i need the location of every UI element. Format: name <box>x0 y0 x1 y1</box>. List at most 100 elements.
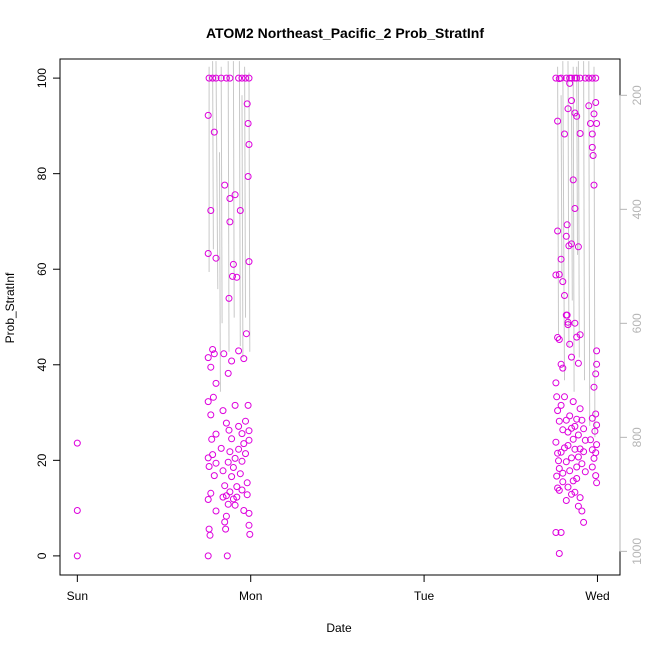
y-right-tick-label: 600 <box>630 313 644 333</box>
data-point <box>209 346 217 353</box>
data-point <box>238 430 246 438</box>
data-point <box>571 109 579 117</box>
data-point <box>568 490 575 498</box>
y-right-tick-label: 1000 <box>630 538 644 565</box>
profile-line <box>244 66 246 318</box>
data-point <box>578 507 586 515</box>
data-point <box>225 294 233 302</box>
data-point <box>245 427 253 435</box>
data-point <box>571 445 579 453</box>
y-axis-left: 0 20 40 60 80 100 <box>35 68 61 559</box>
y-tick-label: 0 <box>35 552 49 559</box>
data-point <box>555 486 563 494</box>
data-point <box>566 74 574 82</box>
data-point <box>222 74 230 82</box>
data-point <box>226 488 234 496</box>
data-point <box>563 311 571 319</box>
data-point <box>552 379 560 387</box>
data-point <box>564 483 572 491</box>
data-point <box>557 255 565 263</box>
data-point <box>207 207 215 214</box>
data-point <box>593 120 601 127</box>
y-axis-right: 200 400 600 800 1000 <box>619 85 644 565</box>
profile-line <box>593 66 596 438</box>
data-point <box>568 97 575 105</box>
profile-line <box>215 61 219 290</box>
data-point <box>562 74 570 82</box>
data-point <box>574 243 582 251</box>
y-tick-label: 80 <box>35 167 49 181</box>
data-point <box>588 414 596 422</box>
data-point <box>235 347 243 355</box>
data-point <box>588 463 596 471</box>
data-point <box>233 483 241 491</box>
data-point <box>574 502 582 510</box>
chart-title: ATOM2 Northeast_Pacific_2 Prob_StratInf <box>206 25 484 41</box>
profile-line <box>232 61 235 318</box>
data-point <box>552 74 560 82</box>
data-point <box>209 451 217 459</box>
data-point <box>564 105 572 113</box>
data-point <box>245 521 253 529</box>
data-point <box>244 401 252 409</box>
x-tick-label: Wed <box>585 589 609 603</box>
profile-line <box>220 66 223 324</box>
data-point <box>559 478 567 486</box>
profile-line <box>557 66 559 335</box>
y-right-tick-label: 200 <box>630 85 644 105</box>
data-point <box>224 369 232 377</box>
data-point <box>229 464 237 471</box>
data-point <box>555 336 563 343</box>
data-point <box>561 292 568 299</box>
data-point <box>585 102 593 110</box>
data-point <box>588 74 596 82</box>
data-point <box>562 458 570 466</box>
y-tick-label: 100 <box>35 68 49 88</box>
data-point <box>209 393 217 401</box>
data-point <box>578 460 586 468</box>
data-point <box>205 463 213 470</box>
data-point <box>231 191 239 199</box>
y-right-tick-label: 400 <box>630 199 644 219</box>
data-point <box>231 501 239 509</box>
data-point <box>588 143 596 151</box>
data-point <box>562 232 570 240</box>
data-point <box>245 258 253 266</box>
data-point <box>229 272 236 280</box>
profile-line <box>576 66 578 255</box>
data-point <box>557 529 565 536</box>
profile-line <box>567 61 570 347</box>
data-points <box>73 74 601 560</box>
data-point <box>553 472 561 480</box>
profile-line <box>227 61 230 352</box>
data-point <box>566 79 574 87</box>
data-point <box>209 74 217 82</box>
data-point <box>73 507 81 514</box>
data-point <box>240 507 248 514</box>
profile-line <box>562 61 565 381</box>
data-point <box>204 111 212 119</box>
data-point <box>554 407 562 415</box>
data-point <box>243 100 251 108</box>
data-point <box>557 360 565 368</box>
data-point <box>564 318 572 326</box>
data-point <box>552 529 560 536</box>
data-point <box>574 453 582 461</box>
data-point <box>245 436 253 444</box>
data-point <box>238 486 246 494</box>
data-point <box>222 512 230 520</box>
data-point <box>207 363 215 371</box>
data-point <box>569 435 577 443</box>
data-point <box>235 74 243 82</box>
data-point <box>242 417 249 425</box>
data-point <box>225 426 233 434</box>
data-point <box>219 493 227 501</box>
data-point <box>564 428 572 436</box>
data-point <box>242 74 249 82</box>
profile-line <box>571 106 573 301</box>
data-point <box>555 550 563 557</box>
data-point <box>589 152 597 159</box>
data-point <box>243 491 251 499</box>
data-point <box>242 450 249 458</box>
